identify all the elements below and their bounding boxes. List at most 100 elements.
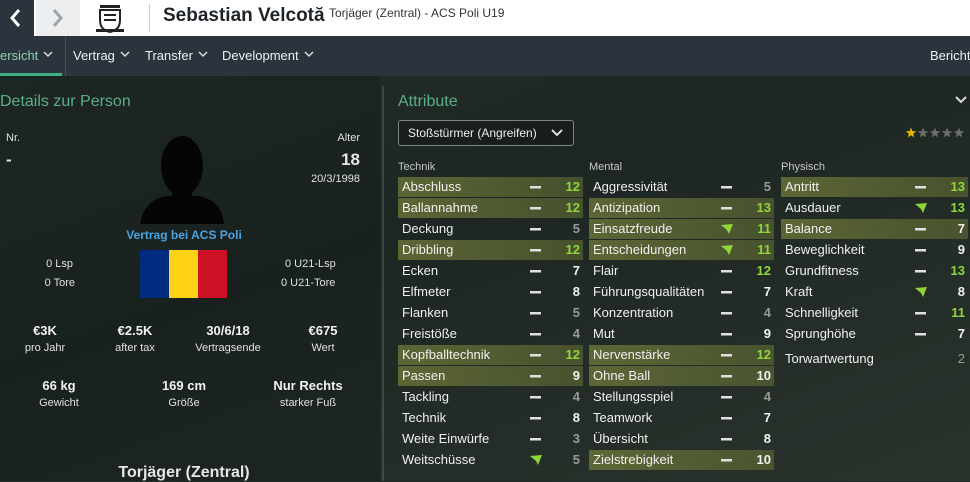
attribute-value: 8 <box>572 284 580 299</box>
attribute-value: 13 <box>950 263 965 278</box>
star-rating <box>905 126 967 144</box>
role-dropdown[interactable]: Stoßstürmer (Angreifen) <box>398 120 574 146</box>
attribute-value: 10 <box>756 368 771 383</box>
attribute-name: Flair <box>593 263 619 278</box>
forward-button[interactable] <box>36 0 80 36</box>
chevron <box>304 51 314 58</box>
physical-value: Nur Rechts <box>273 378 343 393</box>
attribute-name: Beweglichkeit <box>785 242 865 257</box>
attribute-row: Flair 12 <box>589 261 774 281</box>
attribute-name: Teamwork <box>593 410 653 425</box>
collapse-button[interactable] <box>954 94 968 106</box>
nav-tab[interactable]: Development <box>222 36 315 76</box>
attribute-row: Flanken 5 <box>398 303 583 323</box>
trend-icon <box>721 245 733 255</box>
stat-value: €2.5K <box>117 323 153 338</box>
attribute-value: 11 <box>951 305 965 320</box>
tab-chevron <box>304 51 314 58</box>
trend-icon <box>530 354 541 357</box>
birth-date: 20/3/1998 <box>311 173 360 185</box>
attribute-value: 4 <box>763 389 771 404</box>
trend-up <box>530 455 542 465</box>
attribute-name: Dribbling <box>402 242 454 257</box>
attribute-row: Weite Einwürfe 3 <box>398 429 583 449</box>
trend-icon <box>721 186 732 189</box>
attribute-row: Technik 8 <box>398 408 583 428</box>
top-bar: Sebastian Velcotă Torjäger (Zentral) - A… <box>0 0 970 36</box>
trend-icon <box>530 396 541 399</box>
trend-icon <box>915 312 926 315</box>
column-title: Technik <box>398 161 436 173</box>
attribute-value: 12 <box>565 200 580 215</box>
attribute-name: Konzentration <box>593 305 674 320</box>
nav-bar: Bericht ersicht Vertrag Transfer Developmen… <box>0 36 970 76</box>
attribute-row: Weitschüsse 5 <box>398 450 583 470</box>
attribute-row: Mut 9 <box>589 324 774 344</box>
trend-flat <box>915 270 926 273</box>
forward-icon <box>52 9 63 27</box>
star-filled <box>905 127 917 138</box>
trend-flat <box>915 186 926 189</box>
attribute-name: Passen <box>402 368 446 383</box>
trend-flat <box>721 396 732 399</box>
panel-divider <box>382 86 384 481</box>
star-empty <box>917 127 929 138</box>
trend-flat <box>915 333 926 336</box>
trend-flat <box>530 438 541 441</box>
trend-icon <box>915 228 926 231</box>
trend-icon <box>721 417 732 420</box>
nation-flag <box>140 250 227 298</box>
attribute-value: 5 <box>572 452 580 467</box>
attribute-row: Antizipation 13 <box>589 198 774 218</box>
attribute-name: Ballannahme <box>402 200 478 215</box>
attribute-value: 8 <box>957 284 965 299</box>
trend-flat <box>530 417 541 420</box>
attribute-name: Übersicht <box>593 431 648 446</box>
attribute-row: Konzentration 4 <box>589 303 774 323</box>
physical-label: starker Fuß <box>279 397 337 409</box>
attribute-value: 9 <box>572 368 580 383</box>
trend-icon <box>721 207 732 210</box>
attribute-name: Entscheidungen <box>593 242 687 257</box>
attribute-name: Tackling <box>402 389 449 404</box>
attribute-name: Schnelligkeit <box>785 305 858 320</box>
attribute-name: Elfmeter <box>402 284 451 299</box>
attribute-name: Grundfitness <box>785 263 859 278</box>
attribute-name: Nervenstärke <box>593 347 671 362</box>
nav-tab[interactable]: Vertrag <box>73 36 131 76</box>
trend-icon <box>915 270 926 273</box>
attribute-name: Führungsqualitäten <box>593 284 705 299</box>
trend-icon <box>915 287 927 297</box>
attribute-row: Kopfballtechnik 12 <box>398 345 583 365</box>
trend-icon <box>530 249 541 252</box>
attribute-row: Deckung 5 <box>398 219 583 239</box>
nav-tab[interactable]: Transfer <box>145 36 209 76</box>
trend-icon <box>721 333 732 336</box>
stat-label: Vertragsende <box>195 342 261 354</box>
attribute-row: Ecken 7 <box>398 261 583 281</box>
star-empty <box>929 127 941 138</box>
attribute-row: Nervenstärke 12 <box>589 345 774 365</box>
attribute-value: 12 <box>756 263 771 278</box>
age-label: Alter <box>337 132 360 144</box>
attribute-name: Weitschüsse <box>402 452 476 467</box>
trend-icon <box>721 291 732 294</box>
trend-icon <box>530 312 541 315</box>
attribute-value: 12 <box>565 242 580 257</box>
physical-label: Größe <box>168 397 200 409</box>
trend-flat <box>721 333 732 336</box>
club-crest <box>96 5 124 34</box>
chevron <box>120 51 130 58</box>
attribute-row: Balance 7 <box>781 219 968 239</box>
active-tab-underline <box>0 73 62 76</box>
back-button[interactable] <box>0 0 34 36</box>
nav-tab[interactable]: ersicht <box>0 36 54 76</box>
number-value: - <box>6 150 12 169</box>
dropdown-icon <box>551 129 563 137</box>
column-title: Mental <box>589 161 623 173</box>
attribute-row: Passen 9 <box>398 366 583 386</box>
attribute-row: Teamwork 7 <box>589 408 774 428</box>
report-tab[interactable]: Bericht <box>930 48 970 63</box>
attribute-name: Ausdauer <box>785 200 841 215</box>
attribute-name: Ohne Ball <box>593 368 651 383</box>
